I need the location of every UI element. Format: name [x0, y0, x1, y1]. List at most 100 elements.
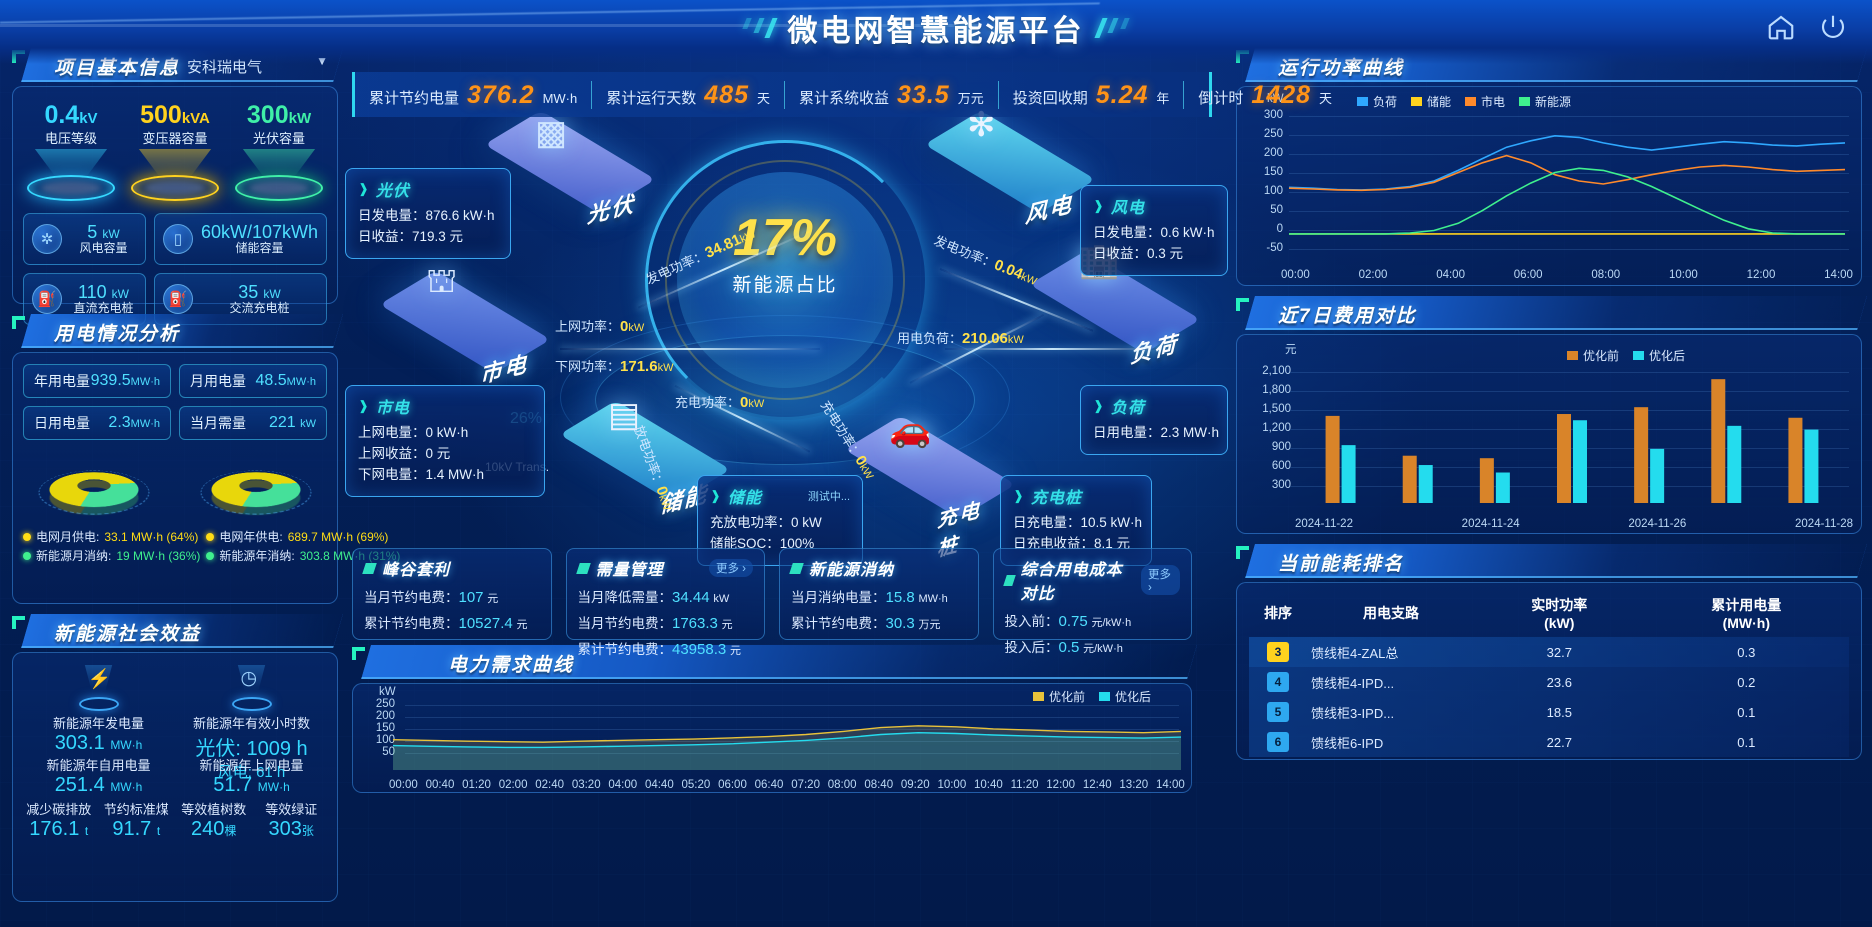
more-button[interactable]: 更多 ›: [1140, 565, 1180, 595]
left-column: 项目基本信息 安科瑞电气 ▼ 0.4kV 电压等级 500kVA 变压器容量 3…: [12, 48, 400, 902]
grid-line: [1289, 391, 1849, 392]
home-icon[interactable]: [1766, 12, 1796, 42]
chevron-right-icon: ❱: [710, 488, 721, 503]
corner-marker-icon: [352, 647, 366, 661]
usage-value: 2.3: [108, 414, 131, 431]
savings-stat-row: 峰谷套利 当月节约电费：107 元 累计节约电费：10527.4 元 需量管理更…: [352, 548, 1192, 658]
battery-rack-icon: ▤: [608, 396, 641, 434]
annual-supply-donut: [180, 450, 332, 524]
project-panel-body: 0.4kV 电压等级 500kVA 变压器容量 300kW 光伏容量 ✲: [12, 86, 338, 325]
capacity-disc: [131, 175, 219, 201]
legend-label: 储能: [1427, 95, 1452, 109]
stat-unit: 万元: [918, 619, 941, 631]
cell-energy: 0.3: [1737, 644, 1756, 660]
power-icon[interactable]: [1818, 12, 1848, 42]
table-header-row: 排序 用电支路 实时功率 (kW) 累计用电量 (MW·h): [1249, 589, 1849, 637]
col-branch: 用电支路: [1363, 605, 1419, 621]
cost-y-axis-unit: 元: [1285, 344, 1297, 356]
mini-label: 交流充电桩: [229, 301, 290, 316]
stat-title: 需量管理: [595, 562, 664, 579]
header-sweep-secondary: [0, 24, 980, 54]
flow-line-load: [945, 348, 1160, 350]
axis-tick-x: 05:20: [681, 779, 711, 791]
axis-tick-x: 07:20: [791, 779, 820, 791]
capacity-unit: kV: [79, 110, 98, 127]
grid-line: [405, 753, 1179, 754]
axis-tick-y: 250: [375, 698, 395, 710]
axis-tick-y: 150: [1263, 166, 1283, 178]
capacity-label: 光伏容量: [252, 131, 305, 146]
corner-marker-icon: [12, 616, 26, 630]
capacity-unit: kVA: [181, 110, 210, 127]
flow-unit: kW: [748, 398, 765, 410]
legend-dot-icon: [206, 532, 215, 541]
stat-value: 10527.4: [458, 615, 513, 632]
benefit-unit: 张: [301, 824, 314, 838]
more-button[interactable]: 更多 ›: [708, 559, 753, 577]
energy-flow-diagram: 17% 新能源占比 ▩ 光伏 ✻ 风电 ⛫ 市电 🏢 负荷 ▤ 储能 🚗 充电桩: [345, 108, 1228, 566]
usage-unit: MW·h: [130, 376, 160, 388]
app-header: 微电网智慧能源平台: [0, 0, 1872, 70]
node-pv[interactable]: ▩ 光伏: [484, 110, 656, 228]
chevron-right-icon: ❱: [1093, 198, 1104, 213]
benefit-label: 新能源年发电量: [52, 716, 144, 731]
usage-card-grid: 年用电量 939.5MW·h 月用电量 48.5MW·h 日用电量 2.3MW·…: [13, 353, 337, 446]
capacity-disc: [27, 175, 115, 201]
node-storage[interactable]: ▤ 储能: [559, 398, 731, 518]
stat-value: 30.3: [885, 615, 915, 632]
node-load[interactable]: 🏢 负荷: [1029, 244, 1201, 368]
card-title: 市电: [375, 400, 410, 417]
table-row[interactable]: 6 馈线柜6-IPD 22.7 0.1: [1249, 727, 1849, 757]
monthly-supply-donut: [18, 450, 170, 524]
axis-tick-x: 14:00: [1824, 269, 1853, 281]
bar: [1727, 425, 1742, 503]
usage-label: 月用电量: [190, 373, 246, 389]
capacity-label: 变压器容量: [142, 131, 208, 146]
stat-label: 当月降低需量：: [577, 590, 673, 605]
card-line: 上网收益：0 元: [358, 445, 451, 461]
capacity-row: 0.4kV 电压等级 500kVA 变压器容量 300kW 光伏容量: [13, 87, 337, 203]
flow-unit: kW: [628, 322, 645, 334]
legend-label: 新能源: [1535, 95, 1572, 109]
kpi-item: 累计运行天数 485 天: [592, 80, 785, 109]
axis-tick-x: 04:40: [644, 779, 674, 791]
grid-line: [1289, 135, 1849, 136]
cost-x-ticks: 2024-11-22 2024-11-24 2024-11-26 2024-11-28: [1295, 518, 1853, 530]
node-ev-charger[interactable]: 🚗 充电桩: [844, 413, 1016, 561]
orb-ring-inner: [665, 160, 905, 400]
stat-value: 0.75: [1058, 613, 1088, 630]
bar: [1650, 448, 1665, 503]
capacity-item-pv: 300kW 光伏容量: [229, 101, 329, 201]
card-title: 光伏: [375, 183, 410, 200]
usage-value: 221: [268, 414, 296, 431]
stat-unit: MW·h: [918, 593, 948, 605]
table-row[interactable]: 4 馈线柜4-IPD... 23.6 0.2: [1249, 667, 1849, 697]
benefit-value: 51.7: [213, 774, 253, 796]
chevron-right-icon: ❱: [358, 398, 369, 413]
capacity-value: 500: [140, 101, 182, 129]
charger-icon: ⛽: [162, 284, 193, 314]
flow-text: 下网功率：: [555, 359, 621, 374]
kpi-unit: 年: [1156, 90, 1170, 106]
card-grid: ❱ 市电 上网电量：0 kW·h 上网收益：0 元 下网电量：1.4 MW·h: [345, 385, 545, 497]
axis-tick-x: 09:20: [900, 779, 930, 791]
stat-card-renewable-consumption: 新能源消纳 当月消纳电量：15.8 MW·h 累计节约电费：30.3 万元: [779, 548, 979, 640]
table-row[interactable]: 3 馈线柜4-ZAL总 32.7 0.3: [1249, 637, 1849, 667]
cell-rank: 5: [1249, 697, 1307, 727]
stat-value: 43958.3: [672, 641, 727, 658]
capacity-value: 300: [246, 101, 289, 129]
node-grid[interactable]: ⛫ 市电: [379, 264, 551, 388]
legend-label: 电网月供电:: [36, 530, 100, 544]
mini-card-grid: ✲ 5 kW 风电容量 ▯ 60kW/107kWh 储能容量 ⛽ 110 kW …: [13, 203, 337, 337]
mini-card-storage: ▯ 60kW/107kWh 储能容量: [153, 213, 327, 265]
node-wind[interactable]: ✻ 风电: [924, 108, 1096, 228]
table-row[interactable]: 5 馈线柜3-IPD... 18.5 0.1: [1249, 697, 1849, 727]
chevron-right-icon: ❱: [358, 181, 369, 196]
grid-line: [405, 729, 1179, 730]
benefit-value: 303: [268, 818, 302, 840]
axis-tick-x: 11:20: [1010, 779, 1039, 791]
usage-label: 当月需量: [190, 415, 246, 431]
axis-tick-y: 600: [1271, 460, 1291, 472]
cell-power: 18.5: [1546, 704, 1572, 720]
demand-y-axis-unit: kW: [379, 686, 396, 698]
